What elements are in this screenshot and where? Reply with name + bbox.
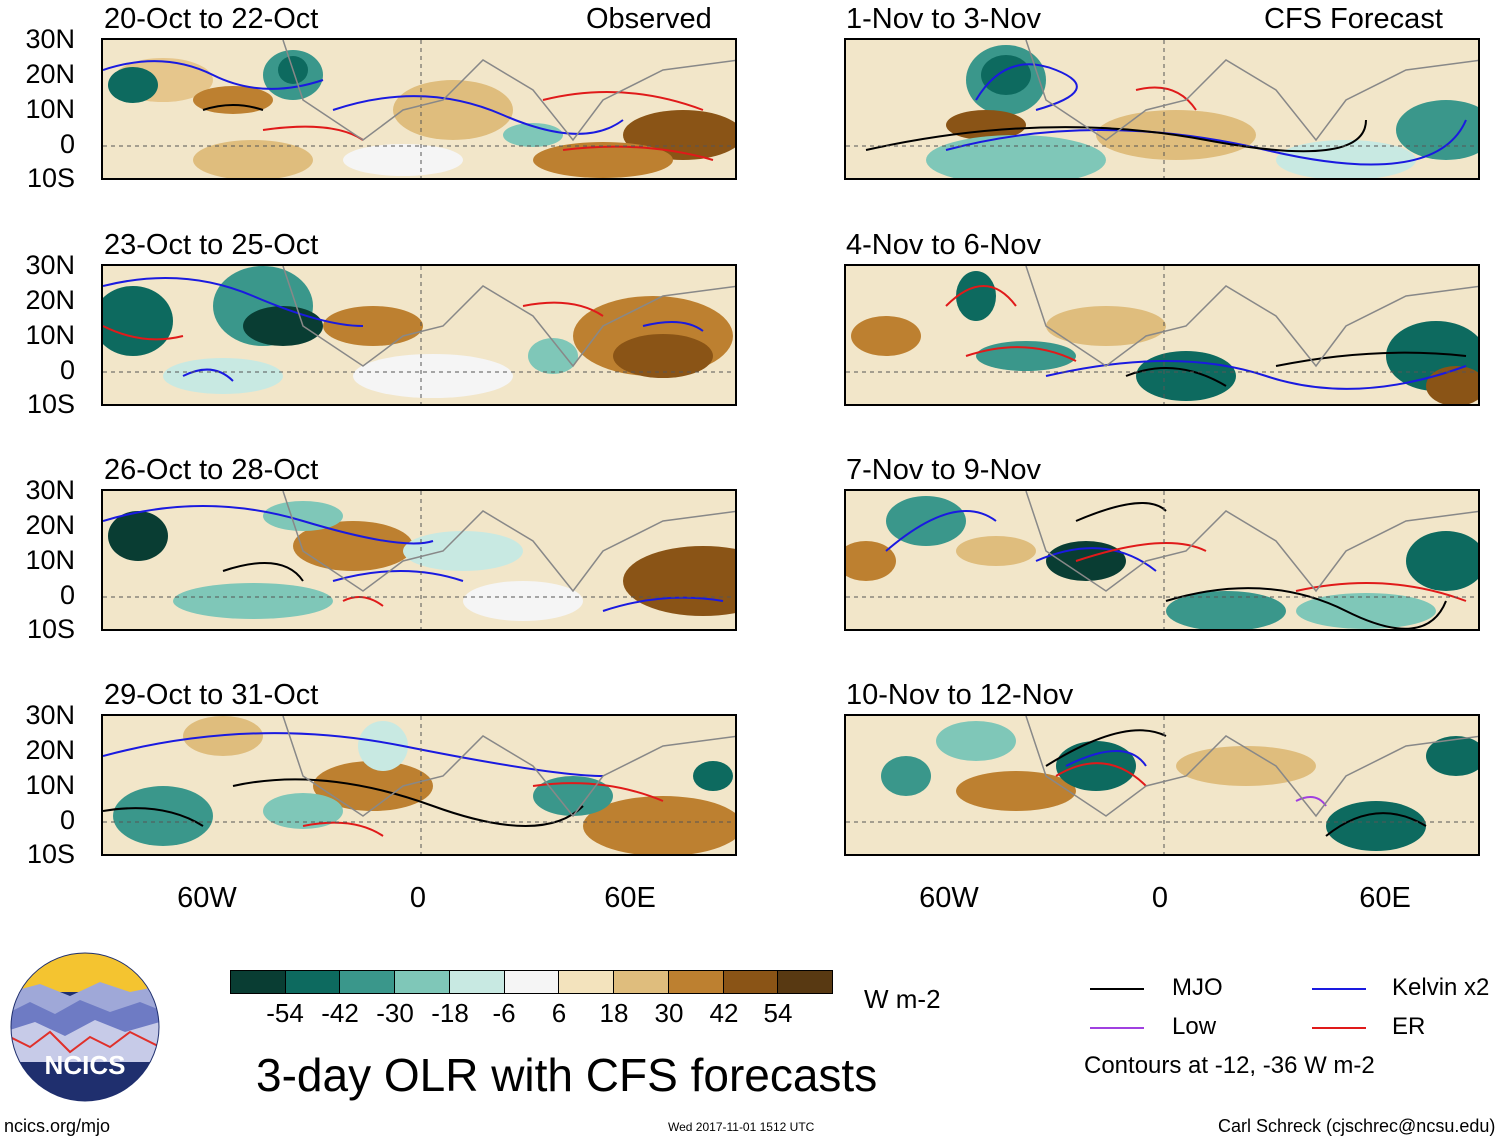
lat-label: 10N	[25, 320, 75, 350]
panel-title: 4-Nov to 6-Nov	[846, 229, 1042, 261]
lat-label: 30N	[25, 250, 75, 280]
lat-label: 30N	[25, 24, 75, 54]
colorbar-swatch	[723, 971, 779, 993]
lon-label: 60E	[604, 882, 656, 914]
olr-panel-forecast-1	[844, 38, 1480, 180]
colorbar-swatch	[449, 971, 505, 993]
colorbar-label: 30	[654, 998, 684, 1028]
colorbar-label: -30	[376, 998, 414, 1028]
olr-panel-observed-1	[101, 38, 737, 180]
lat-label: 10S	[26, 839, 75, 869]
panel-title: 20-Oct to 22-Oct	[104, 3, 319, 35]
olr-map	[103, 491, 735, 629]
olr-panel-observed-2	[101, 264, 737, 406]
forecast-label: CFS Forecast	[1264, 3, 1443, 35]
colorbar-swatch	[668, 971, 724, 993]
lat-label: 0	[59, 580, 75, 610]
olr-map	[846, 266, 1478, 404]
lon-label: 60E	[1359, 882, 1411, 914]
colorbar-unit: W m-2	[864, 984, 941, 1014]
lat-label: 10N	[25, 94, 75, 124]
colorbar-label: -18	[431, 998, 469, 1028]
olr-map	[103, 266, 735, 404]
lat-label: 30N	[25, 475, 75, 505]
lon-label: 60W	[919, 882, 979, 914]
lat-label: 20N	[25, 510, 75, 540]
lon-label: 0	[1151, 882, 1169, 914]
olr-panel-observed-3	[101, 489, 737, 631]
olr-map	[846, 716, 1478, 854]
colorbar-label: -6	[492, 998, 516, 1028]
lat-label: 10S	[26, 614, 75, 644]
lat-label: 0	[59, 355, 75, 385]
olr-map	[103, 40, 735, 178]
colorbar-label: 6	[551, 998, 567, 1028]
colorbar-label: 42	[709, 998, 739, 1028]
olr-panel-forecast-3	[844, 489, 1480, 631]
panel-title: 7-Nov to 9-Nov	[846, 454, 1042, 486]
colorbar-label: -54	[266, 998, 304, 1028]
footer-url[interactable]: ncics.org/mjo	[4, 1116, 111, 1136]
olr-map	[846, 40, 1478, 178]
lat-label: 10N	[25, 545, 75, 575]
colorbar-swatch	[614, 971, 669, 993]
lat-label: 10S	[26, 163, 75, 193]
panel-title: 29-Oct to 31-Oct	[104, 679, 319, 711]
colorbar-swatch	[231, 971, 286, 993]
colorbar-swatch	[559, 971, 615, 993]
logo-text: NCICS	[44, 1050, 126, 1080]
colorbar-swatch	[778, 971, 833, 993]
legend-note: Contours at -12, -36 W m-2	[1084, 1052, 1375, 1079]
colorbar-label: 18	[599, 998, 629, 1028]
olr-panel-observed-4	[101, 714, 737, 856]
observed-label: Observed	[586, 3, 712, 35]
colorbar-swatch	[395, 971, 450, 993]
ncics-logo-icon	[10, 952, 160, 1102]
lat-label: 20N	[25, 735, 75, 765]
lat-label: 20N	[25, 285, 75, 315]
legend-line-er	[1312, 1027, 1366, 1029]
olr-map	[103, 716, 735, 854]
panel-title: 1-Nov to 3-Nov	[846, 3, 1042, 35]
legend-label: Kelvin x2	[1392, 974, 1490, 1001]
colorbar-label: -42	[321, 998, 359, 1028]
main-title: 3-day OLR with CFS forecasts	[256, 1049, 878, 1101]
footer-credit: Carl Schreck (cjschrec@ncsu.edu)	[1218, 1116, 1496, 1136]
colorbar-label: 54	[763, 998, 793, 1028]
lat-label: 30N	[25, 700, 75, 730]
lon-label: 60W	[177, 882, 237, 914]
legend-label: Low	[1172, 1013, 1217, 1040]
colorbar-swatch	[285, 971, 341, 993]
lat-label: 0	[59, 805, 75, 835]
legend-line-mjo	[1090, 988, 1144, 990]
ncics-logo[interactable]: NCICS	[10, 952, 160, 1102]
colorbar	[230, 970, 833, 994]
lat-label: 10S	[26, 389, 75, 419]
panel-title: 10-Nov to 12-Nov	[846, 679, 1074, 711]
olr-panel-forecast-4	[844, 714, 1480, 856]
colorbar-swatch	[340, 971, 396, 993]
panel-title: 26-Oct to 28-Oct	[104, 454, 319, 486]
olr-panel-forecast-2	[844, 264, 1480, 406]
lat-label: 10N	[25, 770, 75, 800]
lat-label: 0	[59, 129, 75, 159]
legend-line-kelvin	[1312, 988, 1366, 990]
colorbar-swatch	[504, 971, 560, 993]
lon-label: 0	[409, 882, 427, 914]
olr-map	[846, 491, 1478, 629]
legend-line-low	[1090, 1027, 1144, 1029]
lat-label: 20N	[25, 59, 75, 89]
legend-label: ER	[1392, 1013, 1426, 1040]
panel-title: 23-Oct to 25-Oct	[104, 229, 319, 261]
footer-timestamp: Wed 2017-11-01 1512 UTC	[668, 1120, 815, 1134]
legend-label: MJO	[1172, 974, 1223, 1001]
